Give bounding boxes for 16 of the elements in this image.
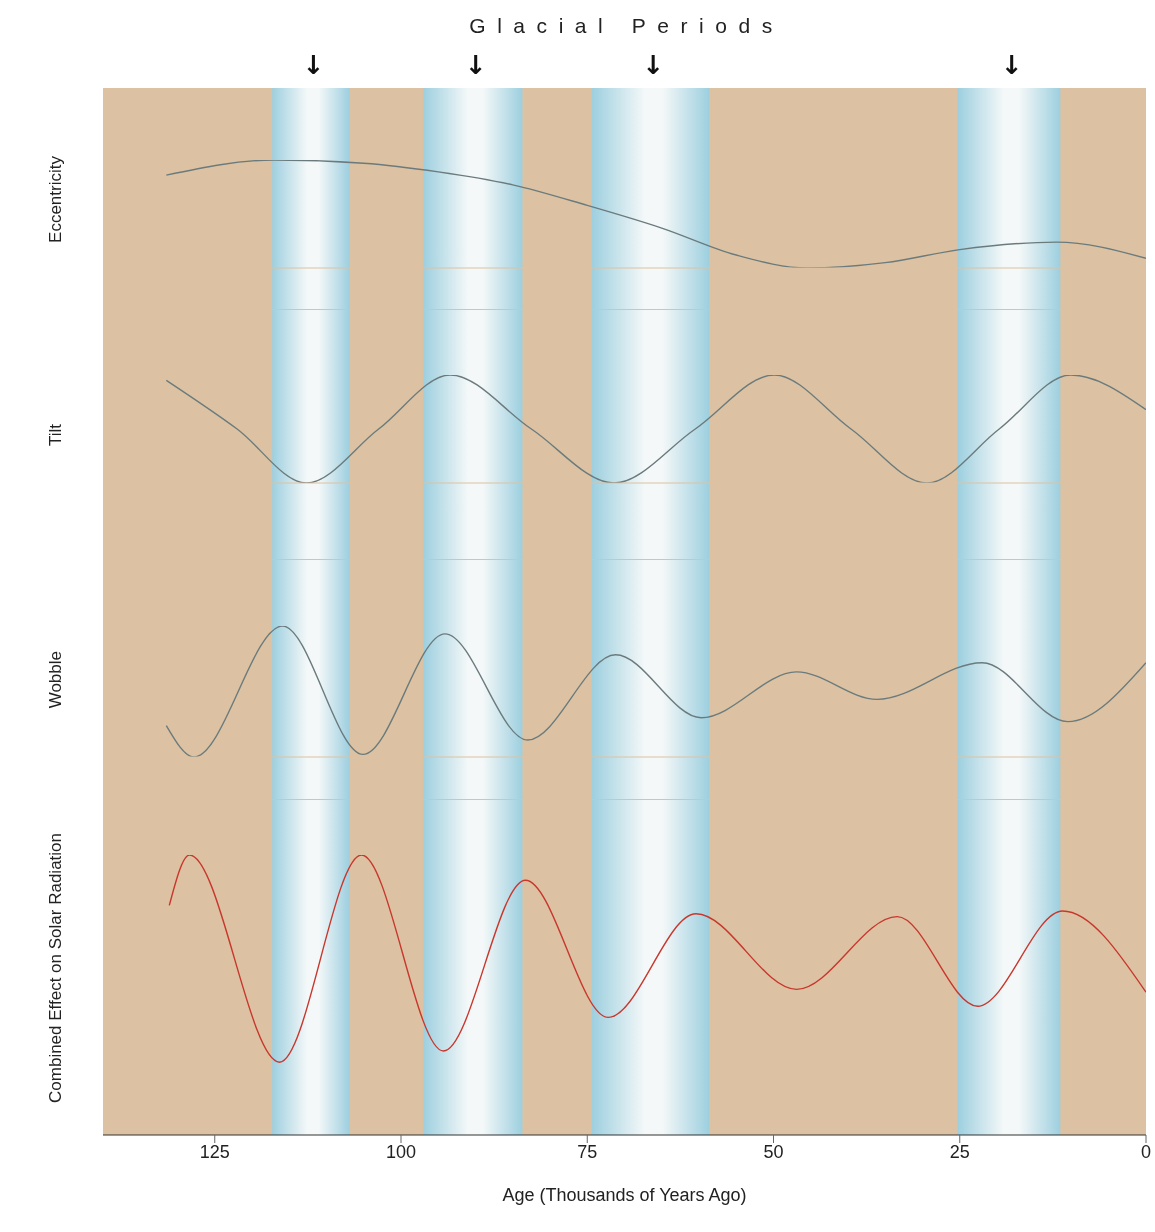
chart-title: Glacial Periods (468, 14, 785, 38)
x-tick-label: 100 (386, 1141, 417, 1162)
x-tick-label: 125 (200, 1141, 231, 1162)
y-axis-title: Wobble (45, 651, 66, 709)
y-axis-title: Combined Effect on Solar Radiation (45, 832, 66, 1103)
y-axis-title: Tilt (45, 423, 66, 447)
band-label: ↓ (642, 50, 665, 80)
x-tick-label: 75 (577, 1141, 598, 1162)
band-label: ↓ (302, 50, 325, 80)
band-label: ↓ (1000, 50, 1023, 80)
x-tick-label: 50 (763, 1141, 784, 1162)
y-axis-title: Eccentricity (45, 155, 66, 243)
x-tick-label: 25 (950, 1141, 971, 1162)
x-axis-title: Age (Thousands of Years Ago) (502, 1185, 747, 1205)
band-label: ↓ (464, 50, 487, 80)
x-tick-label: 0 (1141, 1141, 1152, 1162)
